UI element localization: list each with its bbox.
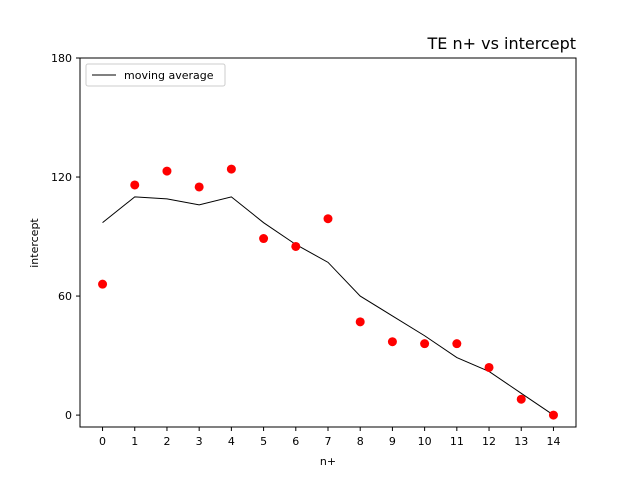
legend-entry-moving-average: moving average: [124, 69, 214, 82]
scatter-point: [291, 241, 301, 251]
series-moving-average-line: [102, 196, 554, 416]
x-tick-label: 0: [99, 435, 106, 448]
scatter-point: [194, 182, 204, 192]
y-tick-label: 0: [65, 409, 72, 422]
x-tick-label: 13: [514, 435, 528, 448]
scatter-point: [516, 394, 526, 404]
scatter-point: [226, 164, 236, 174]
axes-frame: [79, 57, 577, 428]
x-tick-label: 3: [196, 435, 203, 448]
scatter-point: [548, 410, 558, 420]
chart-title: TE n+ vs intercept: [427, 34, 577, 53]
plot-area: [98, 164, 558, 420]
x-tick-label: 6: [292, 435, 299, 448]
x-tick-label: 1: [131, 435, 138, 448]
y-tick-label: 120: [51, 171, 72, 184]
x-tick-label: 8: [357, 435, 364, 448]
legend-box: [85, 63, 226, 87]
scatter-point: [420, 339, 430, 349]
x-tick-label: 11: [450, 435, 464, 448]
x-tick-label: 12: [482, 435, 496, 448]
x-tick-label: 5: [260, 435, 267, 448]
scatter-point: [259, 234, 269, 244]
x-tick-label: 9: [389, 435, 396, 448]
scatter-point: [484, 362, 494, 372]
scatter-point: [355, 317, 365, 327]
x-tick-label: 14: [546, 435, 560, 448]
scatter-point: [98, 279, 108, 289]
legend: moving average: [85, 63, 226, 87]
scatter-point: [162, 166, 172, 176]
y-axis-label: intercept: [28, 218, 41, 268]
x-tick-label: 10: [418, 435, 432, 448]
x-tick-label: 4: [228, 435, 235, 448]
scatter-point: [452, 339, 462, 349]
x-axis: 0 1 2 3 4 5 6 7 8 9 10 11 12 13 14: [99, 427, 560, 448]
y-tick-label: 60: [58, 290, 72, 303]
scatter-point: [387, 337, 397, 347]
x-tick-label: 2: [163, 435, 170, 448]
x-tick-label: 7: [325, 435, 332, 448]
y-axis: 0 60 120 180: [51, 52, 80, 422]
y-tick-label: 180: [51, 52, 72, 65]
scatter-point: [323, 214, 333, 224]
x-axis-label: n+: [320, 455, 336, 468]
scatter-point: [130, 180, 140, 190]
